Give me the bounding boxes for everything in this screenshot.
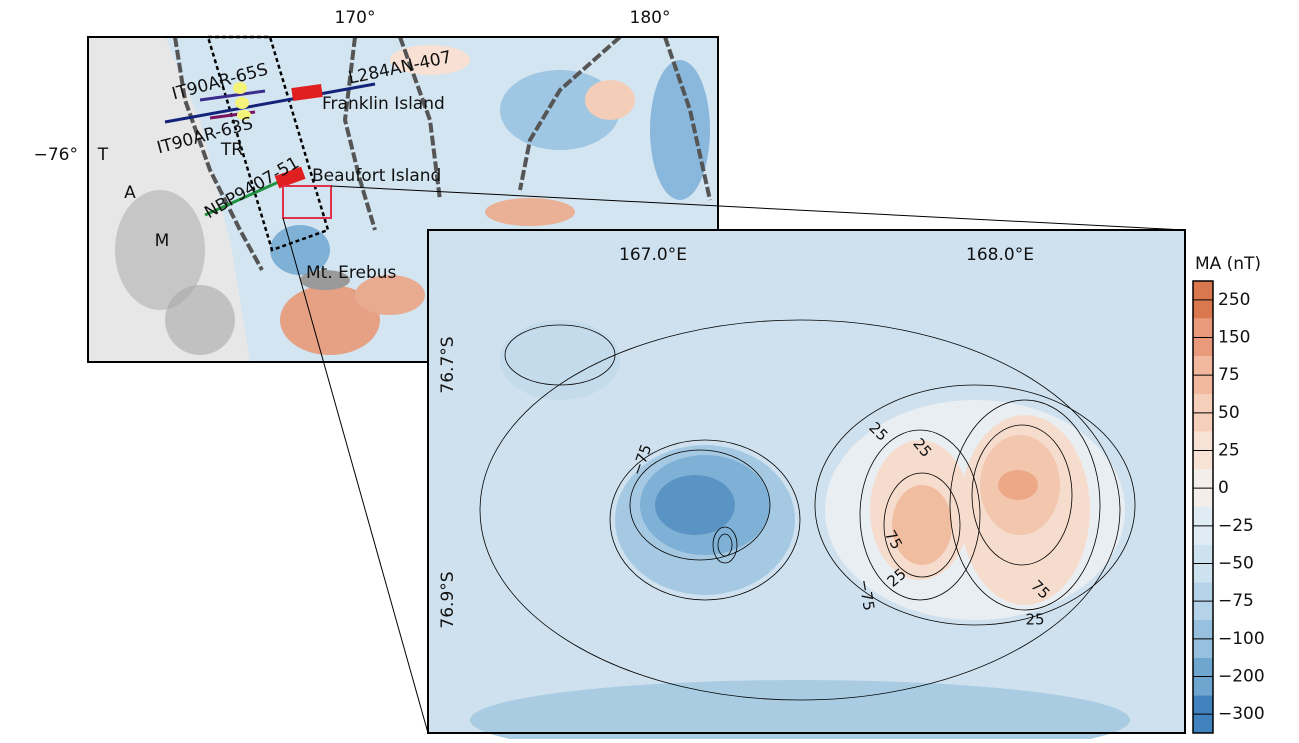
- fault-line: [663, 36, 712, 201]
- anomaly-high: [280, 285, 380, 355]
- fault-line: [398, 36, 442, 201]
- marker: [235, 97, 249, 109]
- colorbar-tick-label: 75: [1218, 365, 1240, 385]
- fault-line: [173, 36, 264, 271]
- contour: [712, 526, 738, 564]
- lon-label: 180°: [630, 8, 671, 28]
- contour: [717, 533, 733, 557]
- inset-frame: [427, 229, 1186, 734]
- anomaly-high: [998, 470, 1038, 500]
- marker: [237, 110, 251, 120]
- colorbar-tick-label: −200: [1218, 667, 1265, 687]
- lat-label: 76.7°S: [438, 336, 458, 393]
- faults: [173, 35, 712, 271]
- marker: [233, 82, 247, 94]
- island-marker: [274, 166, 306, 189]
- colorbar-tick-label: −25: [1218, 516, 1254, 536]
- lon-label: 167.0°E: [619, 245, 687, 265]
- contour: [814, 384, 1136, 626]
- map-frame: [87, 36, 719, 363]
- contour-label: 25: [1025, 611, 1044, 629]
- region-label: A: [124, 183, 136, 203]
- region-label: M: [155, 231, 170, 251]
- contour: [859, 429, 981, 601]
- lon-label: 168.0°E: [966, 245, 1034, 265]
- colorbar-frame: [1192, 280, 1214, 734]
- contour: [479, 319, 1121, 701]
- region-label: TR: [220, 140, 243, 160]
- anomaly-low: [650, 60, 710, 200]
- anomaly-low: [470, 680, 1130, 743]
- contour: [504, 324, 616, 386]
- contour: [883, 472, 961, 578]
- terrain: [300, 270, 350, 290]
- inset-map: 167.0°E 168.0°E 76.7°S 76.9°S −75 25 25 …: [427, 229, 1186, 743]
- terrain: [165, 285, 235, 355]
- anomaly-high: [585, 80, 635, 120]
- fault-line: [518, 35, 622, 191]
- colorbar-tick-label: 50: [1218, 403, 1240, 423]
- anomaly-high: [892, 485, 952, 565]
- contours: [479, 319, 1136, 701]
- region-label: T: [97, 145, 109, 165]
- contour: [971, 424, 1073, 566]
- anomaly-low: [270, 225, 330, 275]
- colorbar-title: MA (nT): [1195, 254, 1261, 274]
- colorbar: MA (nT) 2501507550250−25−50−75−100−200−3…: [1192, 254, 1265, 734]
- terrain: [115, 190, 205, 310]
- colorbar-tick-label: −75: [1218, 591, 1254, 611]
- colorbar-tick-label: 25: [1218, 441, 1240, 461]
- colorbar-tick-label: 0: [1218, 478, 1229, 498]
- anomaly-high: [485, 198, 575, 226]
- inset-box: [282, 185, 332, 219]
- place-label: Mt. Erebus: [306, 263, 397, 283]
- contour: [609, 439, 801, 601]
- lat-label: 76.9°S: [438, 571, 458, 628]
- contour-label: −75: [855, 578, 878, 612]
- connector: [282, 217, 429, 734]
- fault-line: [342, 36, 377, 231]
- colorbar-tick-label: 150: [1218, 328, 1250, 348]
- colorbar-tick-label: −100: [1218, 629, 1265, 649]
- place-label: Franklin Island: [322, 94, 445, 114]
- profile-line: [199, 89, 266, 102]
- anomaly-high: [355, 275, 425, 315]
- colorbar-tick-label: 250: [1218, 290, 1250, 310]
- anomaly-low: [655, 475, 735, 535]
- overview-map: 170° 180° −76° T A M TR IT90AR-65S IT90A…: [34, 8, 719, 363]
- place-label: Beaufort Island: [312, 166, 441, 186]
- contour: [949, 399, 1101, 611]
- lon-label: 170°: [335, 8, 376, 28]
- connector: [330, 185, 1186, 231]
- contour: [629, 449, 771, 561]
- anomaly-low: [500, 320, 620, 400]
- profile-line: [164, 82, 376, 124]
- colorbar-tick-label: −300: [1218, 704, 1265, 724]
- colorbar-tick-label: −50: [1218, 554, 1254, 574]
- lat-label: −76°: [34, 145, 78, 165]
- island-marker: [291, 83, 323, 102]
